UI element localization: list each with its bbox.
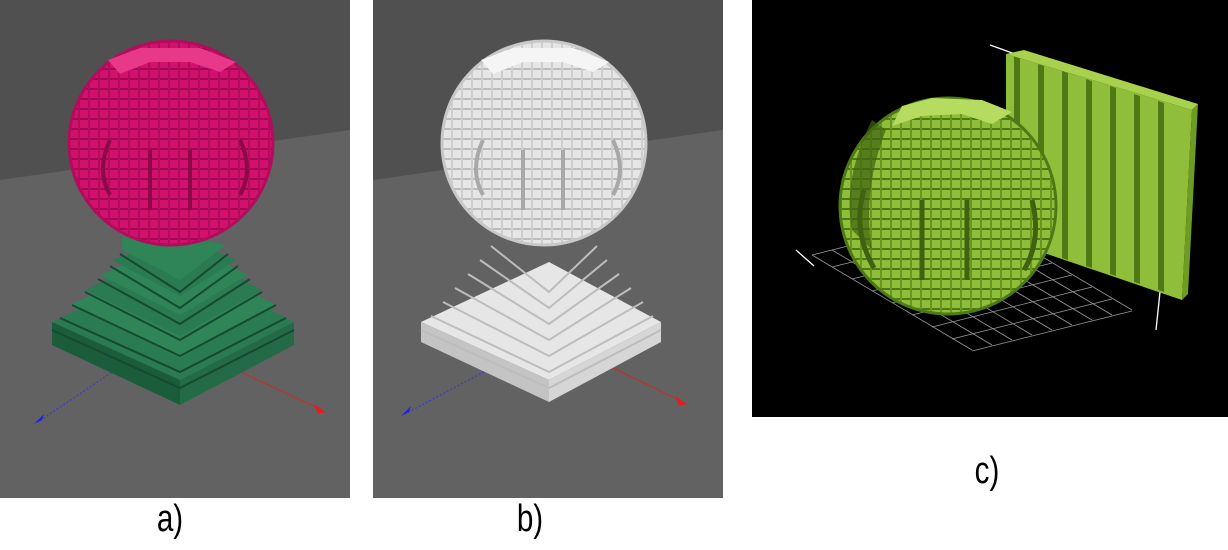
pyramid-base xyxy=(51,236,295,405)
axis-z xyxy=(37,367,119,423)
scene-c xyxy=(795,44,1198,352)
scene-b xyxy=(373,39,723,498)
voxel-sphere xyxy=(838,96,1058,316)
caption-b: b) xyxy=(516,498,544,540)
axis-x xyxy=(231,367,323,411)
panel-b-voxel-render xyxy=(373,0,723,498)
axis-x-arrow xyxy=(675,396,687,406)
panel-c-voxel-render xyxy=(752,0,1228,417)
voxel-sphere xyxy=(440,39,648,247)
axis-x xyxy=(604,363,684,403)
caption-a: a) xyxy=(156,498,184,540)
axis-z-arrow xyxy=(34,414,44,424)
pyramid-base xyxy=(420,245,662,402)
voxel-sphere xyxy=(67,39,275,247)
axis-z-arrow xyxy=(401,406,411,416)
scene-a xyxy=(0,39,350,498)
caption-c: c) xyxy=(974,450,1000,492)
panel-a-voxel-render xyxy=(0,0,350,498)
axis-x-arrow xyxy=(314,404,326,414)
axis-z xyxy=(404,367,492,415)
